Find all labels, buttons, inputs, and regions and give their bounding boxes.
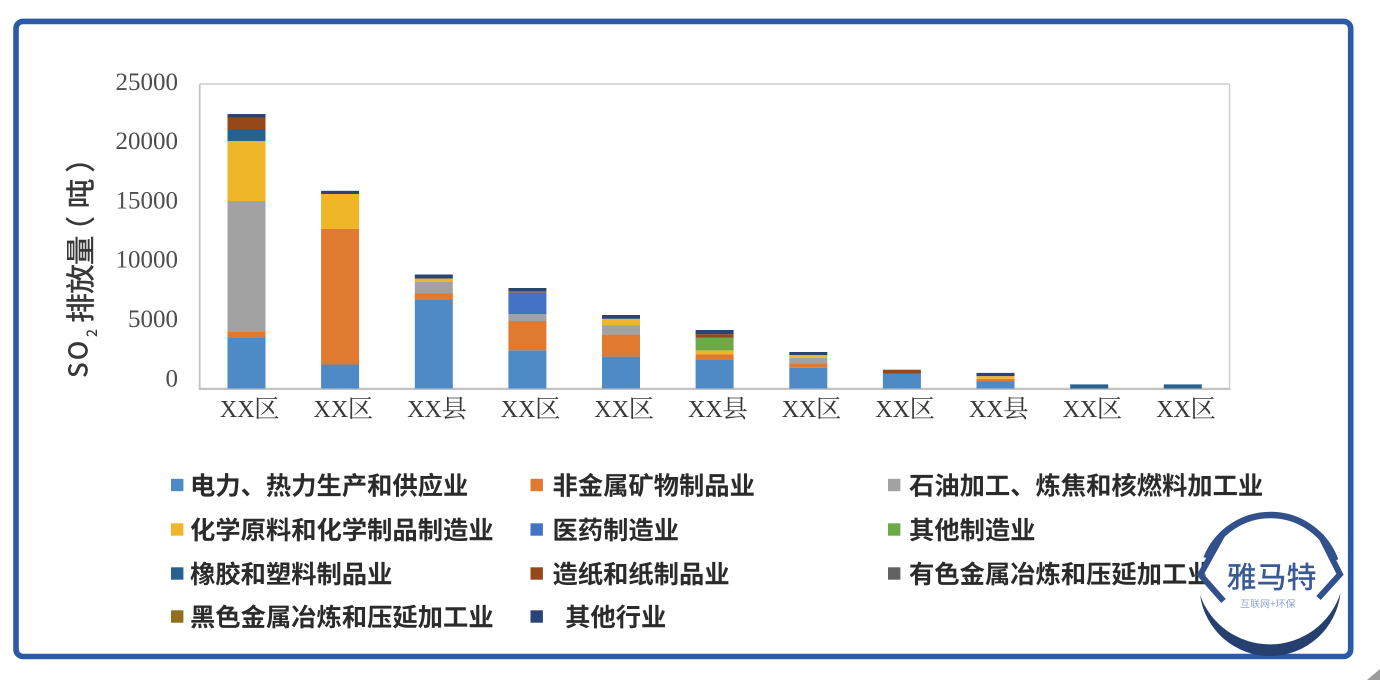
svg-text:XX: XX [688, 397, 723, 423]
svg-text:5000: 5000 [128, 306, 178, 333]
svg-text:XX: XX [1156, 397, 1191, 423]
svg-text:XX: XX [594, 397, 629, 423]
svg-text:XX: XX [782, 397, 817, 423]
svg-text:XX: XX [875, 397, 910, 423]
svg-text:XX: XX [501, 397, 536, 423]
svg-text:XX: XX [969, 397, 1004, 423]
svg-text:25000: 25000 [116, 69, 179, 96]
svg-text:XX: XX [314, 397, 349, 423]
svg-text:20000: 20000 [116, 128, 179, 155]
svg-text:XX: XX [1063, 397, 1098, 423]
svg-text:0: 0 [166, 365, 179, 392]
svg-text:15000: 15000 [116, 187, 179, 214]
svg-text:XX: XX [220, 397, 255, 423]
svg-text:10000: 10000 [116, 247, 179, 274]
svg-text:XX: XX [407, 397, 442, 423]
